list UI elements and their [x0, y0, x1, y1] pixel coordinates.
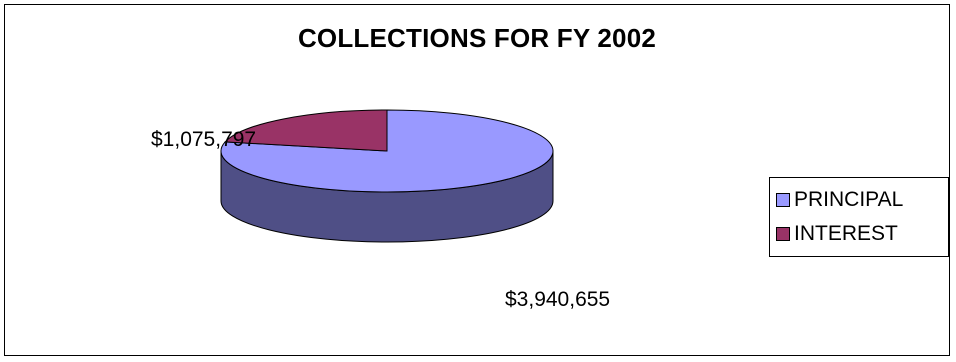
chart-title: COLLECTIONS FOR FY 2002 [297, 23, 657, 53]
pie-slice-interest [224, 109, 388, 152]
data-label-principal: $3,940,655 [505, 288, 611, 311]
legend-item-interest: INTEREST [776, 222, 898, 246]
legend-item-principal: PRINCIPAL [776, 188, 903, 212]
data-label-interest: $1,075,797 [151, 128, 257, 151]
legend-label-principal: PRINCIPAL [794, 188, 904, 211]
pie-chart [220, 109, 554, 243]
legend-swatch-principal [776, 193, 790, 207]
legend: PRINCIPAL INTEREST [769, 177, 949, 257]
chart-area: COLLECTIONS FOR FY 2002 $1,075,797 $3,94… [4, 4, 950, 356]
legend-label-interest: INTEREST [794, 222, 898, 245]
legend-swatch-interest [776, 227, 790, 241]
